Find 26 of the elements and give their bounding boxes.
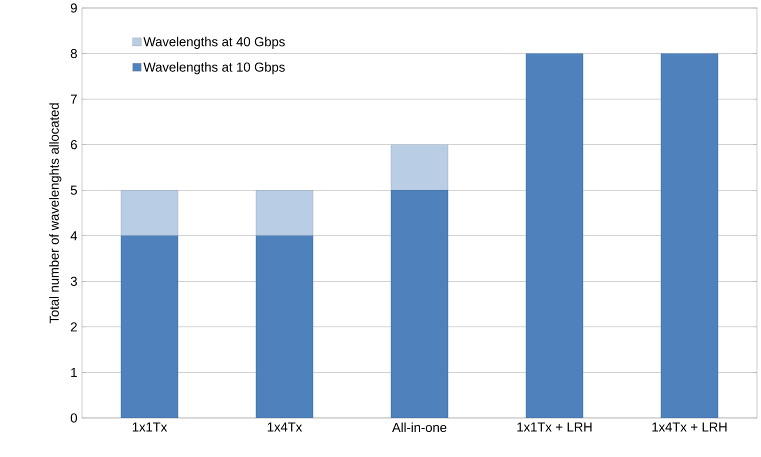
bar [256,190,314,236]
bar [390,144,448,190]
x-tick-label: All-in-one [392,422,446,432]
y-tick-label: 9 [70,3,77,13]
legend-label: Wavelengths at 40 Gbps [143,36,285,49]
y-tick-label: 8 [70,48,77,58]
y-tick-label: 5 [70,186,77,195]
bar [120,236,178,418]
bar [256,236,314,418]
x-tick-label: 1x1Tx + LRH [517,422,592,432]
bar [390,190,448,418]
legend-label: Wavelengths at 10 Gbps [143,62,285,74]
y-tick-label: 7 [70,94,77,104]
y-tick-label: 2 [70,322,77,332]
y-axis-title: Total number of wavelenghts allocated [49,103,62,324]
x-tick-label: 1x4Tx [268,422,302,432]
y-tick-label: 3 [70,276,77,286]
x-tick-label: 1x4Tx + LRH [652,422,727,432]
y-tick-label: 6 [70,140,77,150]
y-tick-label: 4 [70,231,78,240]
y-tick-label: 1 [71,368,77,377]
bar [526,53,584,418]
bar [660,53,718,418]
bar [120,190,178,236]
y-tick-label: 0 [70,413,77,423]
x-tick-label: 1x1Tx [132,422,168,432]
